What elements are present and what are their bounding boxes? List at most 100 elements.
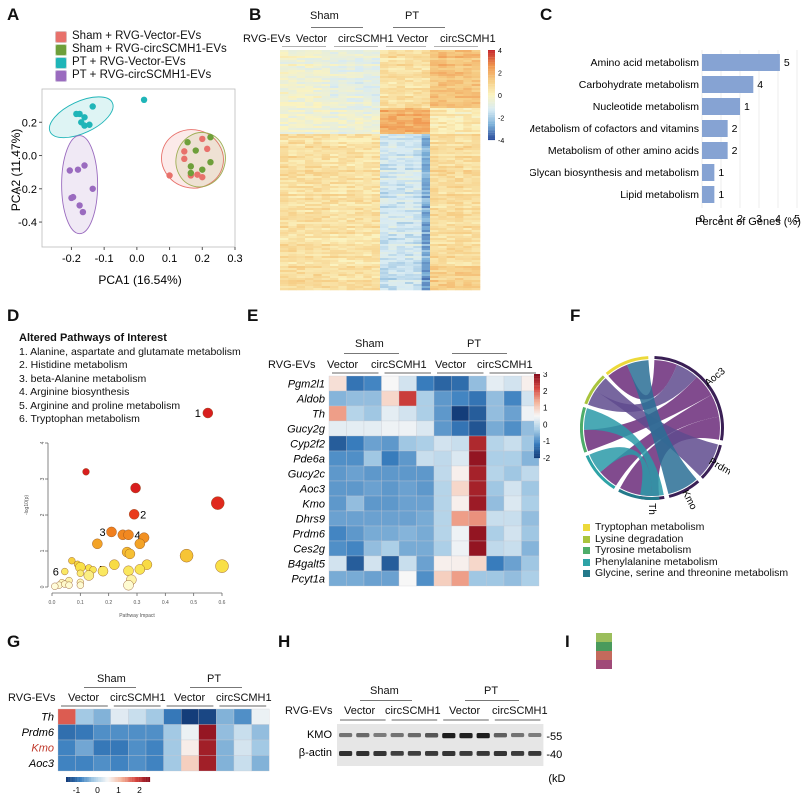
legend-label: Tryptophan metabolism (595, 521, 705, 533)
heatmap-cell (288, 140, 297, 143)
heatmap-cell (438, 282, 447, 285)
heatmap-cell (438, 140, 447, 143)
heatmap-cell (438, 102, 447, 105)
heatmap-cell (446, 130, 456, 133)
heatmap-cell (280, 232, 289, 235)
heatmap-cell (313, 234, 322, 237)
heatmap-cell (430, 100, 439, 103)
heatmap-cell (296, 106, 306, 109)
heatmap-cell (438, 166, 447, 169)
heatmap-cell (313, 64, 322, 67)
heatmap-cell (430, 82, 439, 85)
heatmap-cell (380, 128, 389, 131)
heatmap-cell (396, 94, 406, 97)
heatmap-cell (380, 74, 389, 77)
heatmap-cell (446, 150, 456, 153)
heatmap-cell (338, 100, 347, 103)
heatmap-cell (338, 240, 347, 243)
heatmap-cell (438, 52, 447, 55)
heatmap-cell (296, 84, 306, 87)
heatmap-cell (296, 280, 306, 283)
heatmap-cell (330, 106, 339, 109)
heatmap-cell (413, 136, 422, 139)
pathway-bubble (83, 570, 95, 581)
heatmap-cell (305, 224, 314, 227)
heatmap-cell (380, 168, 389, 171)
heatmap-cell (313, 252, 322, 255)
d-x-axis-label: Pathway Impact (119, 613, 155, 619)
heatmap-cell (338, 148, 347, 151)
heatmap-cell (396, 266, 406, 269)
heatmap-cell (355, 278, 364, 281)
heatmap-cell (398, 570, 417, 587)
heatmap-cell (371, 82, 381, 85)
heatmap-cell (371, 236, 381, 239)
heatmap-cell (305, 124, 314, 127)
heatmap-cell (463, 224, 472, 227)
heatmap-cell (330, 64, 339, 67)
heatmap-cell (438, 116, 447, 119)
heatmap-cell (405, 74, 414, 77)
heatmap-cell (280, 62, 289, 65)
heatmap-cell (380, 84, 389, 87)
heatmap-cell (388, 216, 397, 219)
heatmap-cell (463, 90, 472, 93)
heatmap-cell (280, 190, 289, 193)
heatmap-cell (455, 122, 464, 125)
heatmap-cell (355, 254, 364, 257)
heatmap-cell (305, 152, 314, 155)
heatmap-cell (288, 96, 297, 99)
colorbar-segment (488, 118, 495, 121)
heatmap-cell (363, 262, 372, 265)
heatmap-cell (288, 208, 297, 211)
heatmap-cell (396, 204, 406, 207)
heatmap-cell (363, 142, 372, 145)
heatmap-cell (455, 72, 464, 75)
heatmap-cell (446, 190, 456, 193)
heatmap-cell (388, 266, 397, 269)
heatmap-cell (338, 196, 347, 199)
heatmap-cell (463, 242, 472, 245)
colorbar-segment (488, 87, 495, 90)
heatmap-cell (330, 210, 339, 213)
heatmap-cell (405, 58, 414, 61)
heatmap-cell (163, 724, 182, 741)
heatmap-cell (321, 130, 331, 133)
heatmap-cell (433, 435, 452, 452)
heatmap-cell (363, 62, 372, 65)
heatmap-cell (328, 570, 347, 587)
colorbar-segment (534, 437, 540, 439)
heatmap-cell (421, 210, 431, 213)
heatmap-cell (416, 375, 435, 392)
blot-band (493, 733, 507, 738)
heatmap-cell (288, 184, 297, 187)
heatmap-cell (371, 158, 381, 161)
heatmap-cell (381, 480, 400, 497)
heatmap-cell (233, 724, 252, 741)
heatmap-cell (405, 90, 414, 93)
heatmap-cell (446, 58, 456, 61)
heatmap-cell (471, 174, 481, 177)
blot-band (528, 751, 542, 756)
heatmap-cell (330, 66, 339, 69)
heatmap-cell (305, 102, 314, 105)
heatmap-cell (388, 120, 397, 123)
heatmap-cell (110, 708, 129, 725)
heatmap-cell (288, 102, 297, 105)
heatmap-cell (413, 218, 422, 221)
heatmap-cell (380, 188, 389, 191)
heatmap-cell (413, 264, 422, 267)
pca-point (187, 163, 195, 170)
heatmap-cell (396, 230, 406, 233)
heatmap-cell (288, 110, 297, 113)
heatmap-cell (380, 184, 389, 187)
heatmap-cell (388, 184, 397, 187)
heatmap-cell (330, 236, 339, 239)
heatmap-cell (396, 246, 406, 249)
heatmap-cell (305, 104, 314, 107)
heatmap-cell (355, 146, 364, 149)
heatmap-cell (338, 154, 347, 157)
heatmap-cell (355, 142, 364, 145)
heatmap-cell (305, 122, 314, 125)
heatmap-cell (346, 98, 356, 101)
